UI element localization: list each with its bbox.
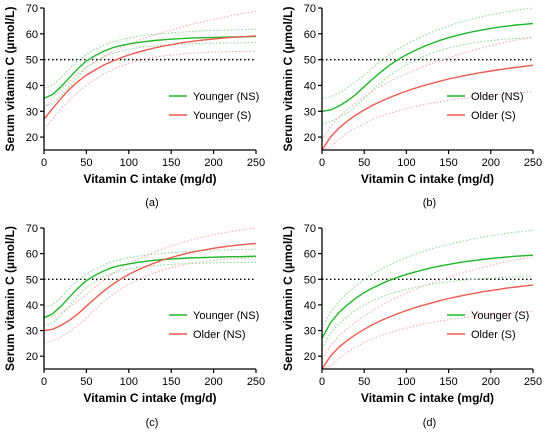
x-tick-label: 200 xyxy=(482,376,500,388)
y-tick-label: 70 xyxy=(304,223,316,235)
x-axis-title: Vitamin C intake (mg/d) xyxy=(83,391,216,405)
chart-panel: 20 30 40 50 60 70 0 50 100 150 200 250 Vitamin C int… xyxy=(281,223,542,429)
ci-lower-line xyxy=(321,37,534,125)
panel-label: (b) xyxy=(423,197,436,209)
x-tick-label: 250 xyxy=(247,157,265,169)
panel-label: (a) xyxy=(145,197,158,209)
y-tick-label: 40 xyxy=(304,300,316,312)
ci-lower-line xyxy=(43,261,256,326)
series-line xyxy=(321,254,534,339)
legend-label: Older (S) xyxy=(471,329,516,341)
chart-panel: 20 30 40 50 60 70 0 50 100 150 200 250 Vitamin C int… xyxy=(281,3,542,209)
x-axis-title: Vitamin C intake (mg/d) xyxy=(83,172,216,186)
x-tick-label: 200 xyxy=(204,157,222,169)
ci-lower-line xyxy=(43,42,256,107)
y-tick-label: 40 xyxy=(26,80,38,92)
legend-label: Younger (NS) xyxy=(193,91,259,103)
panel-label: (d) xyxy=(423,417,436,429)
y-tick-label: 70 xyxy=(26,3,38,15)
series-line xyxy=(321,22,534,112)
y-tick-label: 60 xyxy=(304,29,316,41)
x-tick-label: 50 xyxy=(80,376,92,388)
x-tick-label: 150 xyxy=(439,157,457,169)
ci-upper-line xyxy=(43,28,257,89)
series-line xyxy=(43,255,257,319)
y-tick-label: 50 xyxy=(26,274,38,286)
x-tick-label: 0 xyxy=(41,157,47,169)
legend-label: Older (NS) xyxy=(471,91,524,103)
x-tick-label: 250 xyxy=(247,376,265,388)
y-tick-label: 60 xyxy=(304,249,316,261)
x-tick-label: 200 xyxy=(482,157,500,169)
ci-upper-line xyxy=(321,256,534,359)
series-line xyxy=(43,35,257,100)
y-tick-label: 60 xyxy=(26,29,38,41)
series-line xyxy=(321,284,534,370)
ci-lower-line xyxy=(321,310,534,370)
x-tick-label: 100 xyxy=(120,157,138,169)
y-tick-label: 70 xyxy=(26,223,38,235)
y-axis-title: Serum vitamin C (µmol/L) xyxy=(281,226,295,371)
ci-lower-line xyxy=(321,276,534,349)
y-tick-label: 50 xyxy=(304,55,316,67)
y-tick-label: 20 xyxy=(304,132,316,144)
legend-label: Younger (NS) xyxy=(193,310,259,322)
chart-panel: 20 30 40 50 60 70 0 50 100 150 200 250 Vitamin C int… xyxy=(3,3,265,209)
y-tick-label: 70 xyxy=(304,3,316,15)
chart-panel: 20 30 40 50 60 70 0 50 100 150 200 250 Vitamin C int… xyxy=(3,223,265,429)
y-tick-label: 20 xyxy=(26,132,38,144)
x-tick-label: 0 xyxy=(319,157,325,169)
ci-lower-line xyxy=(43,257,257,344)
x-tick-label: 150 xyxy=(162,376,180,388)
x-tick-label: 150 xyxy=(162,157,180,169)
x-axis-title: Vitamin C intake (mg/d) xyxy=(361,391,494,405)
x-tick-label: 100 xyxy=(397,376,415,388)
ci-lower-line xyxy=(321,91,534,151)
x-tick-label: 0 xyxy=(41,376,47,388)
ci-upper-line xyxy=(43,227,257,319)
y-axis-title: Serum vitamin C (µmol/L) xyxy=(3,226,17,371)
y-tick-label: 60 xyxy=(26,249,38,261)
y-tick-label: 20 xyxy=(26,351,38,363)
panel-label: (c) xyxy=(146,417,159,429)
y-tick-label: 20 xyxy=(304,351,316,363)
x-axis-title: Vitamin C intake (mg/d) xyxy=(361,172,494,186)
legend-label: Younger (S) xyxy=(471,310,529,322)
y-tick-label: 40 xyxy=(26,300,38,312)
x-tick-label: 200 xyxy=(204,376,222,388)
y-tick-label: 50 xyxy=(26,55,38,67)
ci-upper-line xyxy=(43,248,257,308)
y-tick-label: 40 xyxy=(304,80,316,92)
x-tick-label: 50 xyxy=(80,157,92,169)
series-line xyxy=(43,242,257,332)
y-tick-label: 50 xyxy=(304,274,316,286)
legend-label: Older (S) xyxy=(471,110,516,122)
x-tick-label: 0 xyxy=(319,376,325,388)
x-tick-label: 250 xyxy=(524,157,542,169)
x-tick-label: 250 xyxy=(524,376,542,388)
legend-label: Younger (S) xyxy=(193,110,251,122)
x-tick-label: 100 xyxy=(397,157,415,169)
y-tick-label: 30 xyxy=(304,326,316,338)
x-tick-label: 150 xyxy=(439,376,457,388)
y-axis-title: Serum vitamin C (µmol/L) xyxy=(3,7,17,152)
y-tick-label: 30 xyxy=(26,326,38,338)
series-line xyxy=(321,64,534,151)
ci-upper-line xyxy=(321,36,534,140)
ci-upper-line xyxy=(321,229,534,329)
x-tick-label: 50 xyxy=(358,157,370,169)
y-tick-label: 30 xyxy=(26,106,38,118)
ci-upper-line xyxy=(43,10,257,110)
x-tick-label: 50 xyxy=(358,376,370,388)
y-axis-title: Serum vitamin C (µmol/L) xyxy=(281,7,295,152)
y-tick-label: 30 xyxy=(304,106,316,118)
x-tick-label: 100 xyxy=(120,376,138,388)
legend-label: Older (NS) xyxy=(193,329,246,341)
series-line xyxy=(43,35,257,120)
